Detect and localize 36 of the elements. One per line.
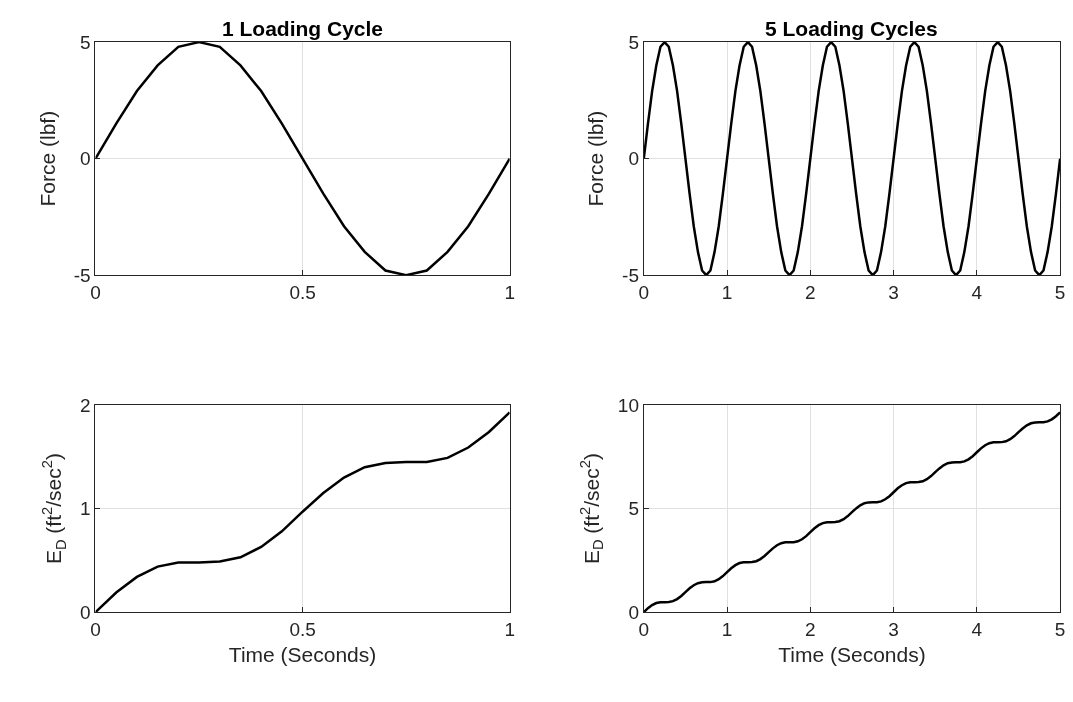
y-tick-label: -5: [622, 264, 639, 286]
y-tick-label: 2: [80, 394, 91, 416]
chart-title: 1 Loading Cycle: [222, 17, 384, 40]
line-series: [95, 411, 510, 613]
x-tick-label: 5: [1054, 281, 1066, 303]
x-tick-label: 2: [805, 281, 816, 303]
y-tick-label: -5: [73, 264, 91, 286]
x-tick-label: 1: [721, 281, 733, 303]
y-tick-label: 1: [80, 498, 91, 520]
x-tick-label: 0.5: [289, 618, 316, 640]
y-tick-label: 0: [80, 601, 91, 623]
x-tick-label: 1: [504, 281, 515, 303]
chart-title: 5 Loading Cycles: [765, 17, 938, 40]
x-tick-label: 1: [504, 618, 515, 640]
x-axis-title: Time (Seconds): [778, 643, 926, 667]
x-tick-label: 3: [888, 281, 899, 303]
x-tick-label: 1: [721, 618, 733, 640]
y-axis-title: Force (lbf): [35, 110, 59, 207]
y-tick-label: 5: [80, 31, 91, 53]
line-series: [643, 411, 1061, 613]
x-tick-label: 5: [1054, 618, 1066, 640]
x-axis-title: Time (Seconds): [228, 643, 377, 667]
y-tick-label: 0: [628, 148, 639, 170]
line-series: [643, 42, 1061, 276]
y-tick-label: 0: [80, 148, 91, 170]
line-series: [95, 42, 510, 276]
y-tick-label: 5: [628, 498, 639, 520]
y-tick-label: 10: [617, 394, 639, 416]
y-tick-label: 5: [628, 31, 639, 53]
x-tick-label: 0.5: [289, 281, 316, 303]
x-tick-label: 4: [971, 618, 983, 640]
x-tick-label: 2: [805, 618, 816, 640]
x-tick-label: 3: [888, 618, 899, 640]
x-tick-label: 4: [971, 281, 983, 303]
y-tick-label: 0: [628, 601, 639, 623]
y-axis-title: Force (lbf): [584, 110, 608, 207]
